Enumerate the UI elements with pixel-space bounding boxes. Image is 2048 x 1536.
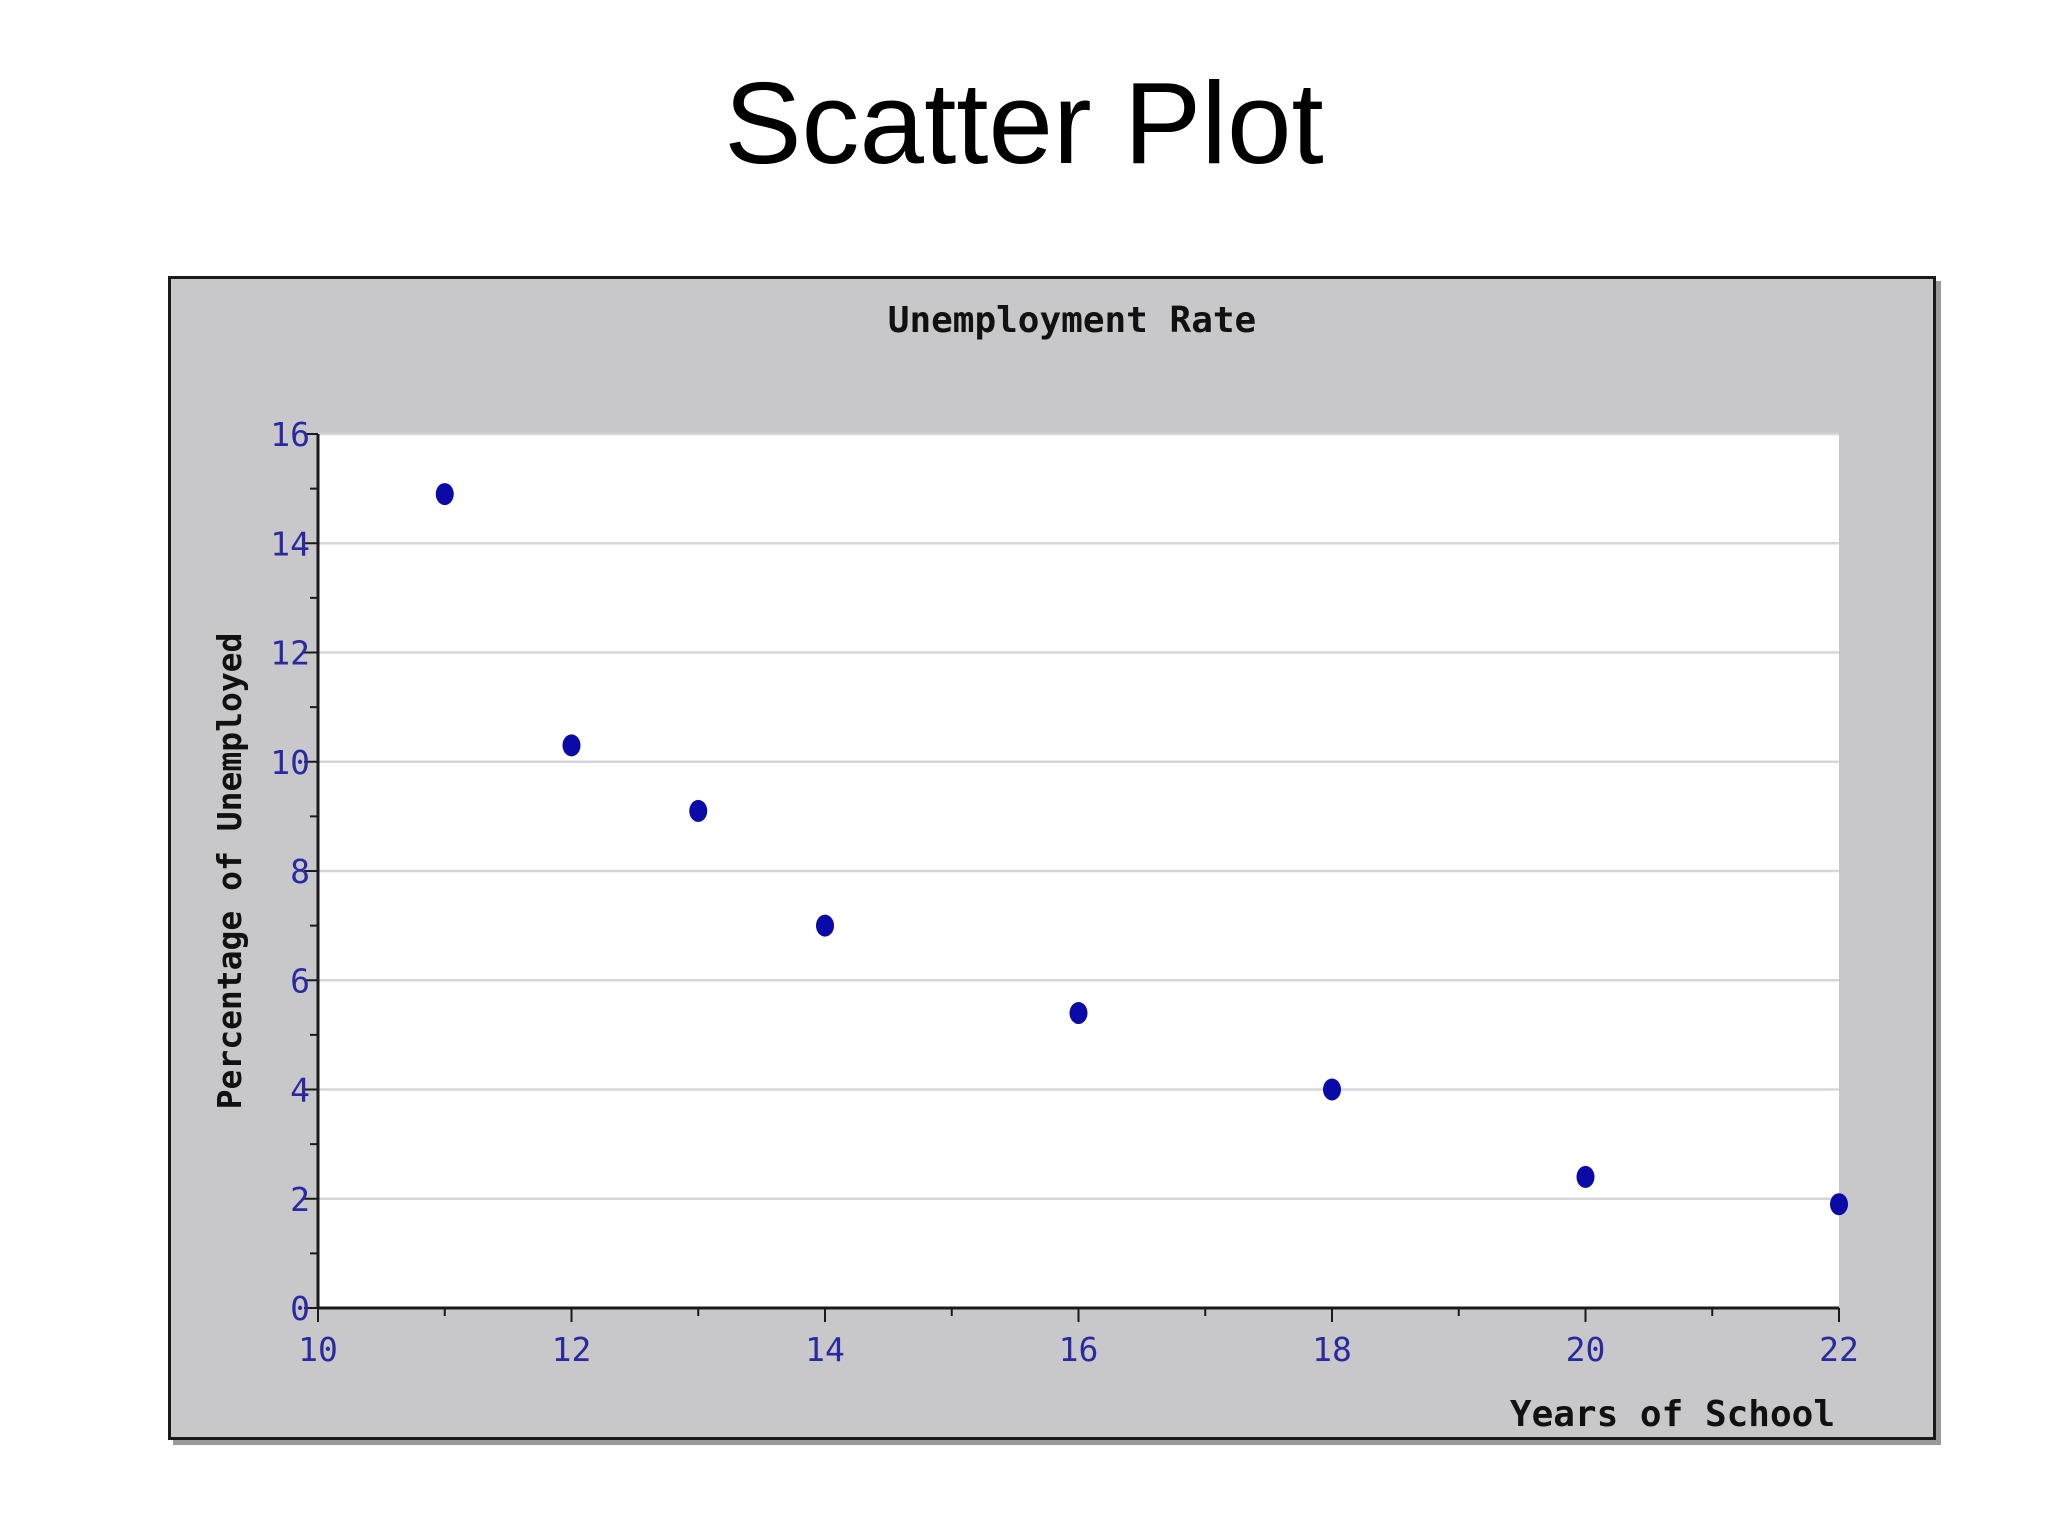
x-tick-label: 10 (298, 1330, 338, 1369)
x-tick-label: 14 (805, 1330, 845, 1369)
x-tick-label: 22 (1819, 1330, 1859, 1369)
y-tick-label: 0 (290, 1289, 310, 1328)
slide-title: Scatter Plot (724, 58, 1324, 188)
x-tick-label: 18 (1312, 1330, 1352, 1369)
data-point (1069, 1002, 1088, 1025)
data-point (435, 483, 454, 506)
data-point (562, 734, 581, 757)
y-tick-label: 2 (290, 1180, 310, 1219)
x-tick-label: 16 (1059, 1330, 1099, 1369)
y-tick-label: 12 (270, 634, 310, 673)
x-tick-label: 20 (1566, 1330, 1606, 1369)
y-axis-label: Percentage of Unemployed (210, 633, 249, 1110)
data-point (1576, 1165, 1595, 1188)
y-tick-label: 10 (270, 743, 310, 782)
plot-area: 0 2 4 6 8 10 12 14 16 10 12 14 16 18 20 22 (270, 415, 1859, 1369)
y-tick-label: 8 (290, 852, 310, 891)
x-tick-label: 12 (552, 1330, 592, 1369)
data-point (1323, 1078, 1341, 1101)
data-point (816, 914, 834, 937)
chart-title: Unemployment Rate (888, 300, 1256, 341)
y-tick-label: 16 (270, 415, 310, 454)
scatter-chart: Unemployment Rate Percentage of Unemploy… (210, 300, 1859, 1435)
y-tick-label: 4 (290, 1071, 310, 1110)
chart-panel: Unemployment Rate Percentage of Unemploy… (168, 276, 1936, 1440)
data-point (1830, 1193, 1848, 1216)
y-tick-label: 6 (290, 961, 310, 1000)
y-tick-label: 14 (270, 524, 310, 563)
data-point (689, 799, 708, 822)
x-axis-label: Years of School (1510, 1394, 1835, 1435)
